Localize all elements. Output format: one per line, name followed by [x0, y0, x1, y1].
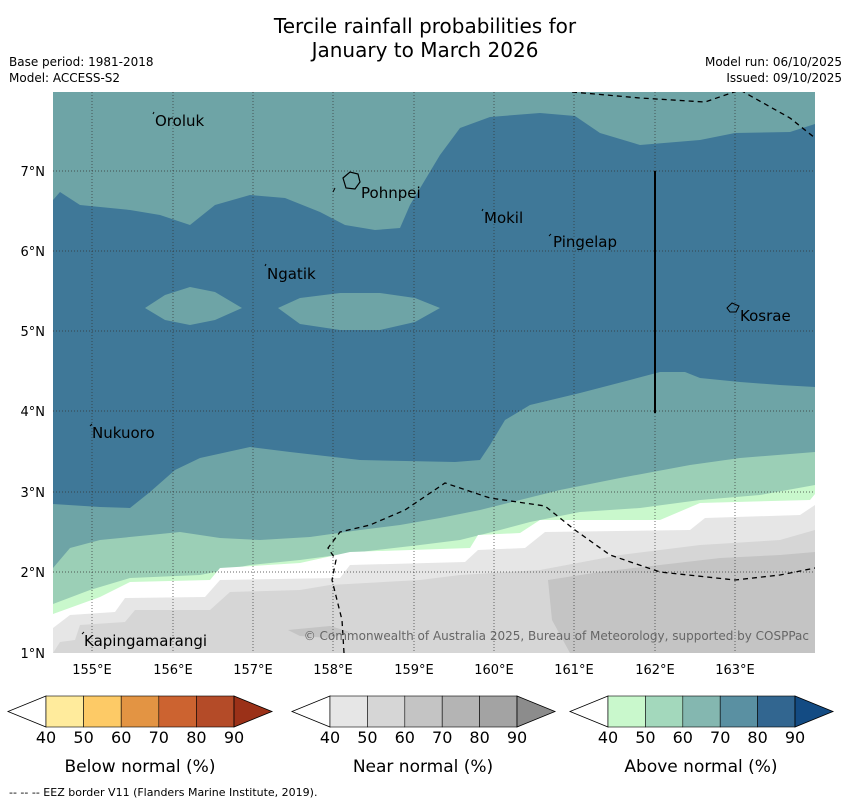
colorbar-tick-label: 90	[224, 728, 244, 747]
colorbar-segment	[329, 695, 368, 728]
colorbar-tick-label: 50	[357, 728, 377, 747]
place-label-mokil: Mokil	[484, 209, 523, 227]
lat-label: 6°N	[21, 245, 46, 260]
colorbar-segment	[367, 695, 406, 728]
place-label-kosrae: Kosrae	[740, 307, 791, 325]
colorbar-above-label: Above normal (%)	[624, 757, 777, 777]
colorbar-tick-label: 60	[111, 728, 131, 747]
colorbar-tick-label: 50	[73, 728, 93, 747]
colorbar-segment	[607, 695, 646, 728]
colorbar-tick-label: 50	[635, 728, 655, 747]
colorbar-arrow-high	[233, 695, 274, 728]
fill-near-60-70	[548, 552, 815, 653]
pohnpei-island-shape	[342, 171, 361, 190]
place-label-pohnpei: Pohnpei	[361, 184, 421, 202]
kosrae-island-shape	[726, 302, 740, 313]
colorbar-tick-label: 80	[747, 728, 767, 747]
place-labels: Oroluk Pohnpei Mokil Pingelap Ngatik Kos…	[84, 112, 791, 650]
colorbar-above: 40 50 60 70 80 90	[568, 695, 835, 747]
probability-fill-layers	[53, 92, 815, 653]
lon-label: 157°E	[233, 663, 273, 678]
lat-label: 2°N	[21, 566, 46, 581]
colorbar-tick-label: 80	[469, 728, 489, 747]
place-label-ngatik: Ngatik	[267, 265, 316, 283]
lat-label: 5°N	[21, 325, 46, 340]
colorbar-segment	[645, 695, 684, 728]
fill-island-central	[278, 293, 440, 330]
place-label-nukuoro: Nukuoro	[92, 424, 155, 442]
colorbar-tick-label: 80	[186, 728, 206, 747]
nukuoro-island-mark	[89, 423, 93, 427]
colorbar-tick-label: 60	[395, 728, 415, 747]
pingelap-island-mark	[548, 233, 552, 237]
base-period-text: Base period: 1981-2018	[9, 55, 154, 69]
lat-axis: 7°N 6°N 5°N 4°N 3°N 2°N 1°N	[21, 165, 46, 662]
colorbar-segment	[196, 695, 235, 728]
place-label-oroluk: Oroluk	[155, 112, 204, 130]
lon-label: 163°E	[715, 663, 755, 678]
eez-borders	[327, 92, 815, 653]
oroluk-island-mark	[152, 111, 155, 115]
fill-island-west	[145, 287, 242, 325]
meta-left: Base period: 1981-2018 Model: ACCESS-S2	[9, 54, 154, 86]
colorbar-tick-label: 90	[507, 728, 527, 747]
lat-label: 4°N	[21, 405, 46, 420]
copyright-text: © Commonwealth of Australia 2025, Bureau…	[304, 629, 809, 643]
fill-near-60-70-west	[288, 626, 350, 638]
lon-label: 160°E	[474, 663, 514, 678]
colorbar-tick-label: 40	[320, 728, 340, 747]
colorbar-segment	[83, 695, 122, 728]
colorbar-below: 40 50 60 70 80 90	[6, 695, 274, 747]
lon-label: 158°E	[313, 663, 353, 678]
colorbar-tick-label: 60	[673, 728, 693, 747]
colorbar-segment	[682, 695, 721, 728]
colorbar-below-label: Below normal (%)	[65, 757, 216, 777]
colorbar-tick-label: 70	[710, 728, 730, 747]
lon-axis: 155°E 156°E 157°E 158°E 159°E 160°E 161°…	[72, 663, 755, 678]
lat-label: 7°N	[21, 165, 46, 180]
colorbar-segment	[479, 695, 518, 728]
colorbar-tick-label: 40	[36, 728, 56, 747]
colorbar-tick-label: 90	[785, 728, 805, 747]
colorbar-segment	[120, 695, 160, 728]
colorbar-near-label: Near normal (%)	[353, 757, 493, 777]
colorbar-arrow-low	[290, 695, 331, 728]
colorbar-segment	[404, 695, 443, 728]
colorbar-tick-label: 70	[149, 728, 169, 747]
colorbar-tick-label: 40	[598, 728, 618, 747]
title-line-2: January to March 2026	[311, 38, 539, 62]
colorbar-segment	[158, 695, 197, 728]
colorbar-arrow-high	[794, 695, 835, 728]
mokil-island-mark	[481, 208, 484, 212]
lon-label: 156°E	[153, 663, 193, 678]
colorbar-segment	[757, 695, 796, 728]
pohnpei-island-mark	[332, 187, 336, 193]
lon-label: 155°E	[72, 663, 112, 678]
colorbar-segment	[719, 695, 758, 728]
ngatik-island-mark	[264, 263, 267, 267]
place-label-kapingamarangi: Kapingamarangi	[84, 632, 207, 650]
meta-right: Model run: 06/10/2025 Issued: 09/10/2025	[705, 54, 842, 86]
colorbar-arrow-high	[516, 695, 557, 728]
eez-legend-note: -- -- -- EEZ border V11 (Flanders Marine…	[9, 786, 318, 799]
lon-label: 159°E	[394, 663, 434, 678]
lon-label: 161°E	[554, 663, 594, 678]
colorbar-segment	[45, 695, 84, 728]
model-run-text: Model run: 06/10/2025	[704, 55, 842, 69]
lon-label: 162°E	[635, 663, 675, 678]
map-title: Tercile rainfall probabilities for Janua…	[0, 14, 850, 62]
title-line-1: Tercile rainfall probabilities for	[273, 14, 577, 38]
colorbar-tick-label: 70	[432, 728, 452, 747]
issued-text: Issued: 09/10/2025	[726, 71, 842, 85]
model-text: Model: ACCESS-S2	[9, 71, 121, 85]
colorbar-arrow-low	[6, 695, 47, 728]
colorbar-segment	[441, 695, 480, 728]
kapinga-island-mark	[81, 631, 85, 635]
colorbar-near: 40 50 60 70 80 90	[290, 695, 557, 747]
lat-label: 3°N	[21, 486, 46, 501]
place-label-pingelap: Pingelap	[553, 233, 617, 251]
lat-label: 1°N	[21, 647, 46, 662]
colorbar-arrow-low	[568, 695, 609, 728]
